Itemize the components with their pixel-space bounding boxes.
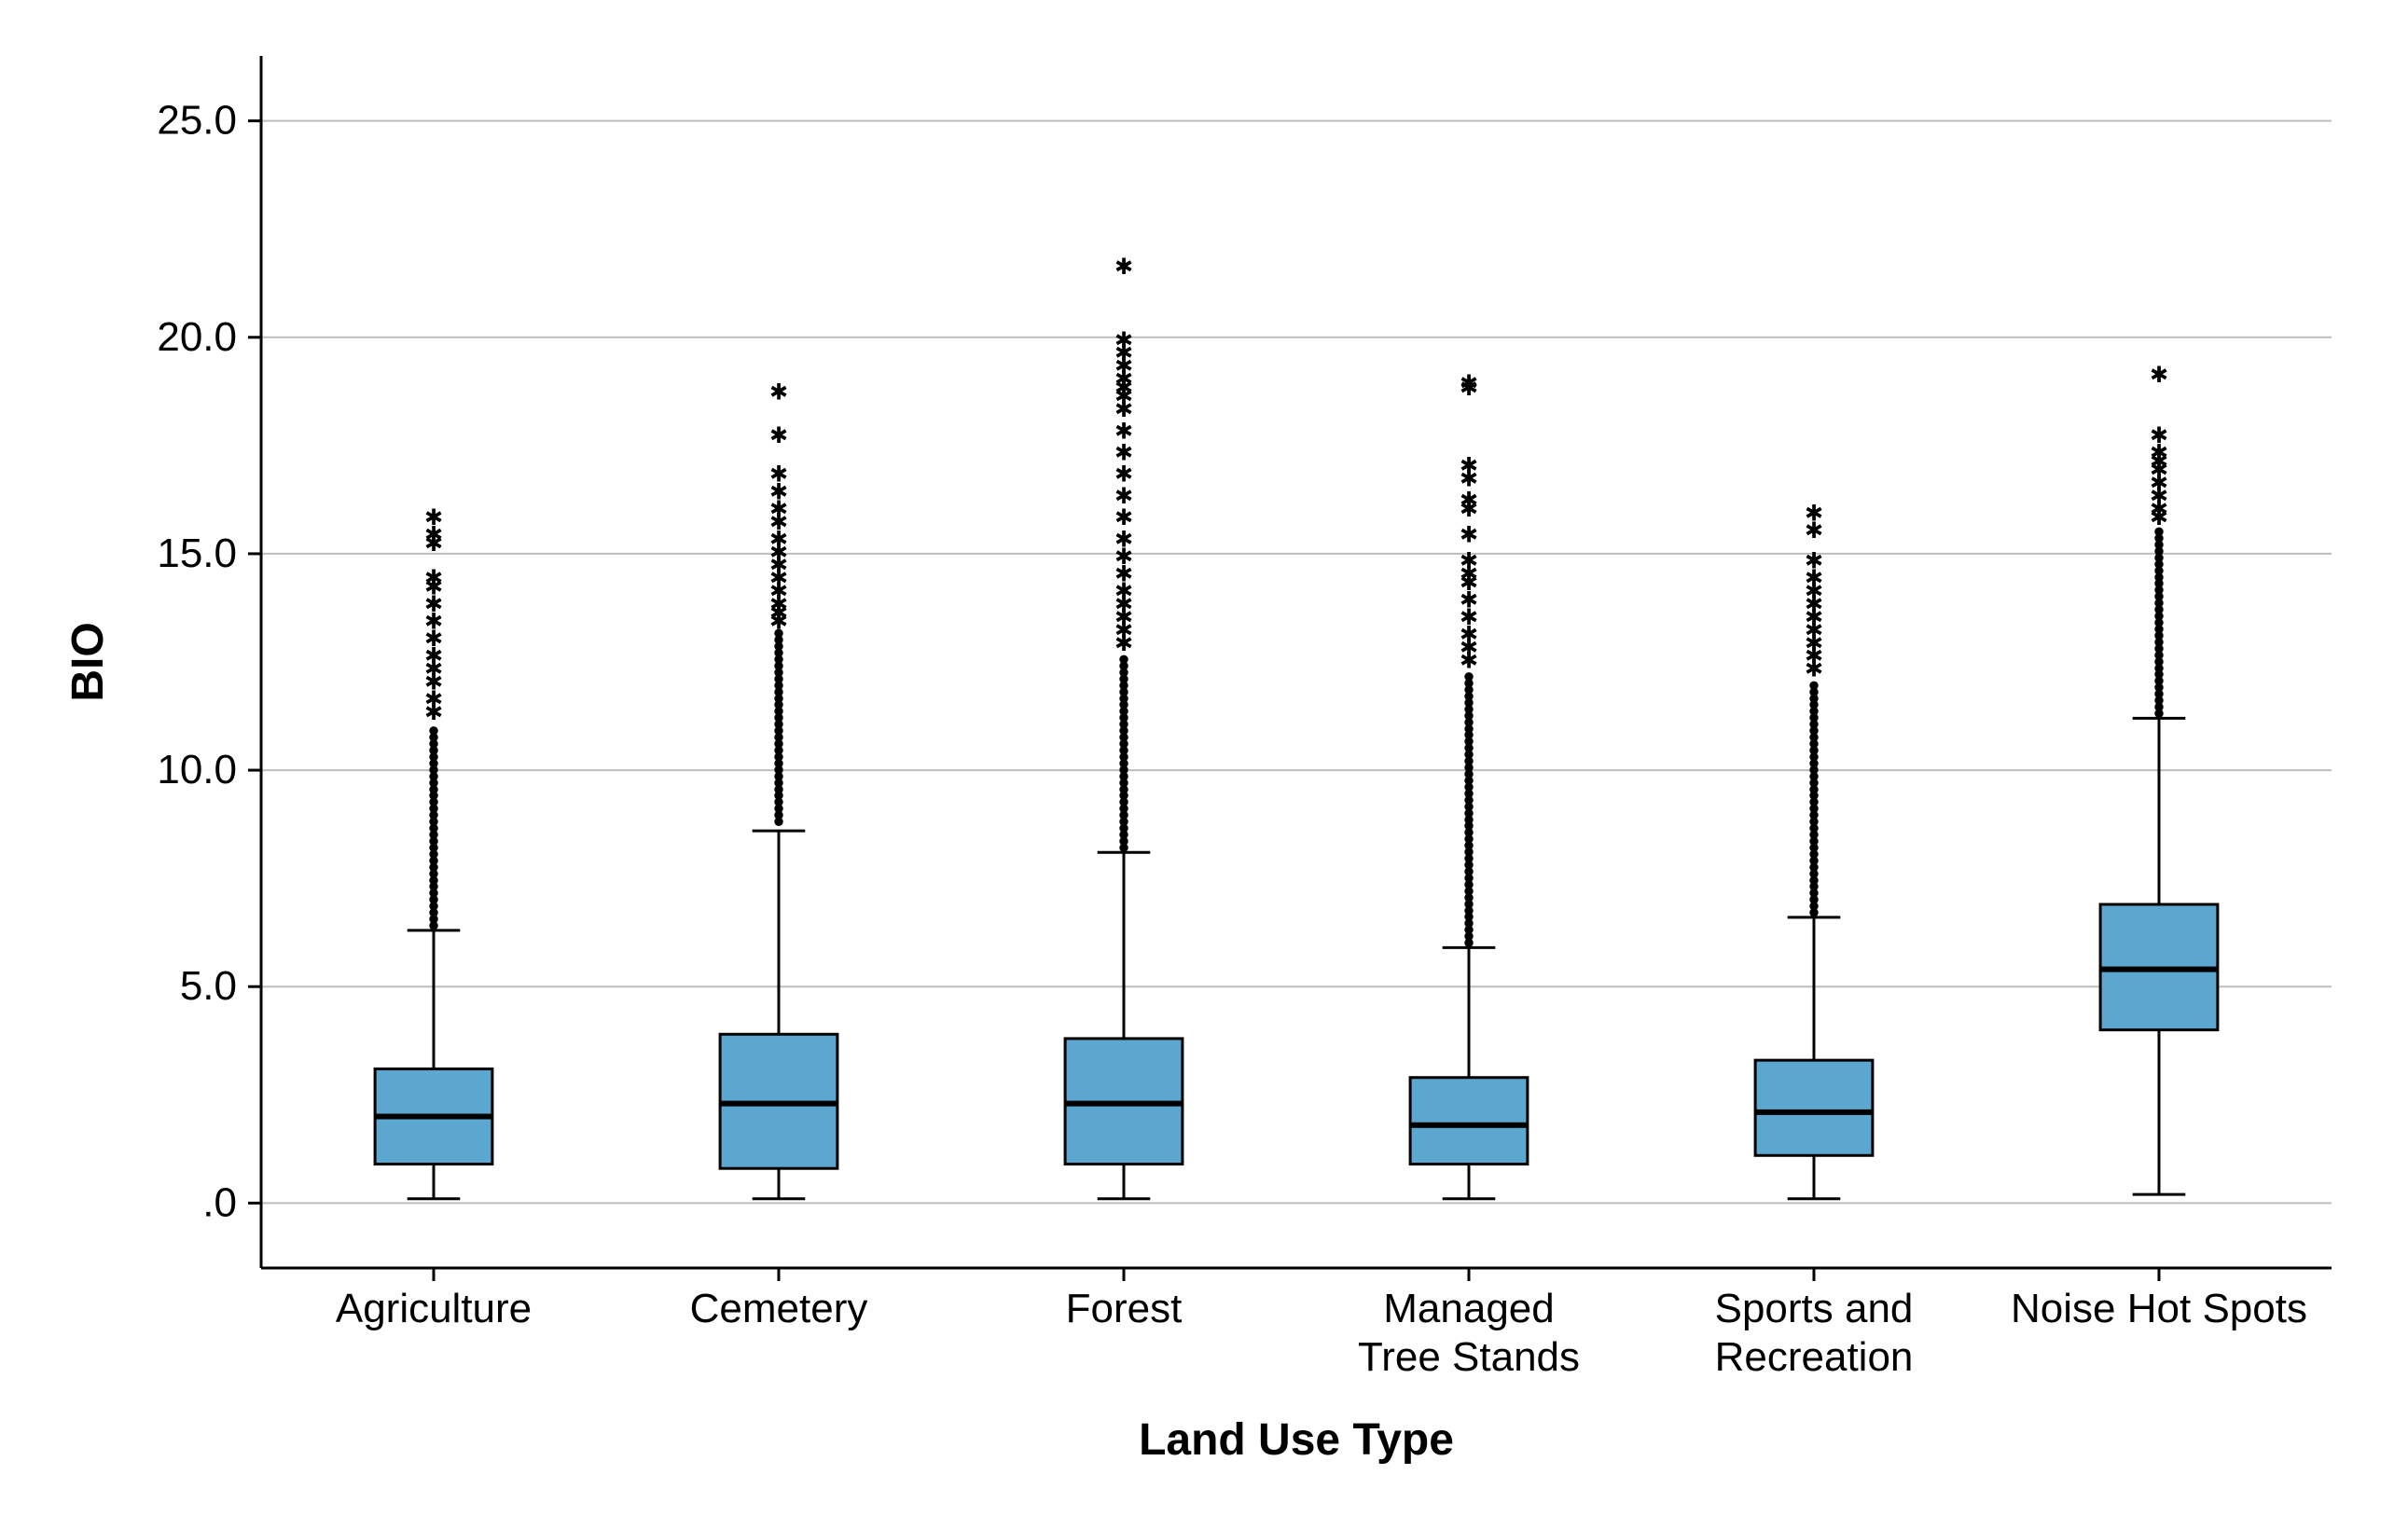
- box: [1755, 1060, 1873, 1155]
- outlier-star: ✱: [1805, 501, 1823, 526]
- outlier-star: ✱: [1114, 440, 1133, 465]
- outlier-star: ✱: [1114, 255, 1133, 280]
- outlier-star: ✱: [424, 566, 443, 591]
- outlier-star: ✱: [1114, 505, 1133, 531]
- outlier-star: ✱: [1460, 549, 1478, 574]
- outlier-star: ✱: [1114, 328, 1133, 353]
- outlier-star: ✱: [2150, 423, 2168, 448]
- y-tick-label: 10.0: [157, 747, 237, 792]
- outlier-star: ✱: [1460, 453, 1478, 478]
- box: [1410, 1078, 1528, 1165]
- outlier-star: ✱: [769, 462, 788, 488]
- x-tick-label: Managed: [1383, 1286, 1554, 1331]
- x-tick-label: Noise Hot Spots: [2011, 1286, 2307, 1331]
- outlier-star: ✱: [1114, 462, 1133, 488]
- x-tick-label: Recreation: [1715, 1334, 1914, 1380]
- outlier-star: ✱: [1805, 549, 1823, 574]
- outlier-star: ✱: [1460, 489, 1478, 514]
- chart-svg: .05.010.015.020.025.0BIOAgriculture●●●●●…: [0, 0, 2408, 1516]
- outlier-star: ✱: [1114, 419, 1133, 444]
- y-axis-title: BIO: [63, 622, 113, 701]
- outlier-star: ✱: [1460, 371, 1478, 396]
- x-tick-label: Forest: [1066, 1286, 1183, 1331]
- outlier-star: ✱: [1114, 484, 1133, 509]
- outlier-star: ✱: [2150, 363, 2168, 388]
- x-tick-label: Agriculture: [336, 1286, 532, 1331]
- x-axis-title: Land Use Type: [1139, 1415, 1454, 1465]
- y-tick-label: 5.0: [180, 963, 237, 1009]
- y-tick-label: 15.0: [157, 531, 237, 576]
- y-tick-label: 25.0: [157, 98, 237, 144]
- y-tick-label: .0: [202, 1179, 237, 1225]
- outlier-star: ✱: [424, 505, 443, 531]
- x-tick-label: Sports and: [1715, 1286, 1914, 1331]
- x-tick-label: Cemetery: [690, 1286, 868, 1331]
- outlier-star: ✱: [1460, 523, 1478, 548]
- outlier-star: ✱: [769, 423, 788, 448]
- y-tick-label: 20.0: [157, 314, 237, 360]
- outlier-star: ✱: [769, 379, 788, 405]
- boxplot-chart: .05.010.015.020.025.0BIOAgriculture●●●●●…: [0, 0, 2408, 1516]
- outlier-star: ✱: [1114, 527, 1133, 552]
- x-tick-label: Tree Stands: [1358, 1334, 1580, 1380]
